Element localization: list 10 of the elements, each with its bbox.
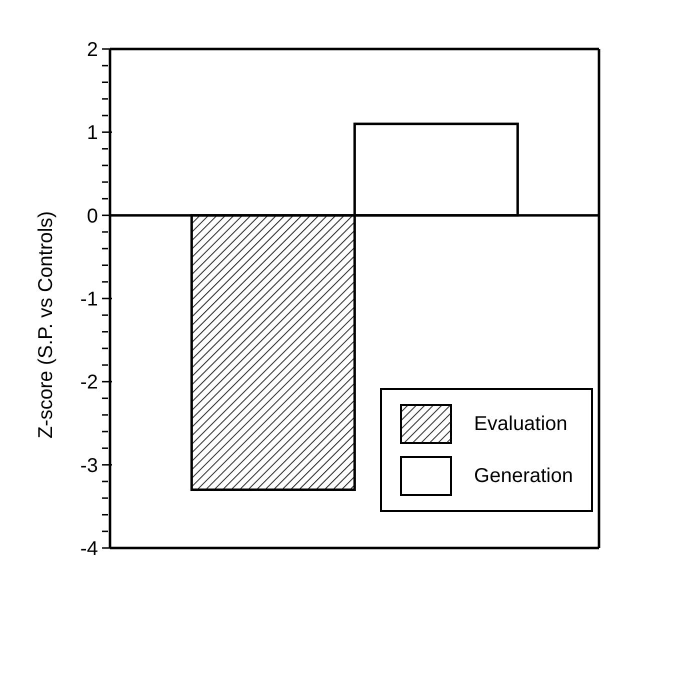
y-tick-label: -3 xyxy=(80,454,98,477)
y-tick-label: 1 xyxy=(86,122,98,144)
y-axis-title: Z-score (S.P. vs Controls) xyxy=(35,211,58,438)
y-tick-label: -2 xyxy=(80,372,98,394)
legend-label: Generation xyxy=(474,464,573,488)
legend-label: Evaluation xyxy=(474,412,568,436)
y-tick-label: -4 xyxy=(80,538,98,560)
y-tick-label: 0 xyxy=(86,205,98,228)
y-tick-label: 2 xyxy=(86,39,98,61)
y-tick-label: -1 xyxy=(80,288,98,310)
